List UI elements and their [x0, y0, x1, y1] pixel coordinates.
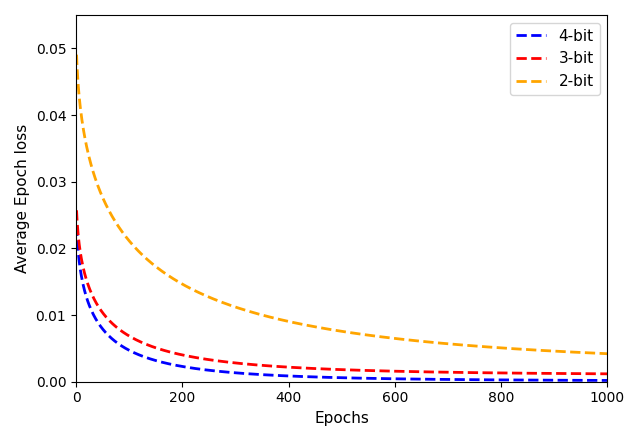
4-bit	[127, 348, 134, 354]
3-bit	[437, 370, 445, 375]
2-bit	[127, 240, 134, 245]
2-bit	[604, 351, 611, 356]
Line: 3-bit: 3-bit	[77, 210, 607, 374]
3-bit	[73, 208, 81, 213]
2-bit	[496, 345, 504, 351]
4-bit	[287, 374, 295, 379]
4-bit	[496, 377, 504, 382]
4-bit	[486, 377, 494, 382]
3-bit	[287, 365, 295, 370]
2-bit	[486, 344, 494, 350]
X-axis label: Epochs: Epochs	[314, 411, 369, 426]
3-bit	[496, 370, 504, 376]
3-bit	[486, 370, 494, 375]
Y-axis label: Average Epoch loss: Average Epoch loss	[15, 124, 30, 273]
Line: 4-bit: 4-bit	[77, 226, 607, 381]
Line: 2-bit: 2-bit	[77, 55, 607, 354]
4-bit	[307, 374, 314, 379]
4-bit	[73, 223, 81, 228]
3-bit	[127, 334, 134, 340]
4-bit	[604, 378, 611, 383]
3-bit	[604, 371, 611, 377]
4-bit	[437, 377, 445, 382]
Legend: 4-bit, 3-bit, 2-bit: 4-bit, 3-bit, 2-bit	[509, 22, 600, 95]
3-bit	[307, 366, 314, 371]
2-bit	[287, 319, 295, 325]
2-bit	[437, 340, 445, 346]
2-bit	[73, 52, 81, 57]
2-bit	[307, 323, 314, 329]
